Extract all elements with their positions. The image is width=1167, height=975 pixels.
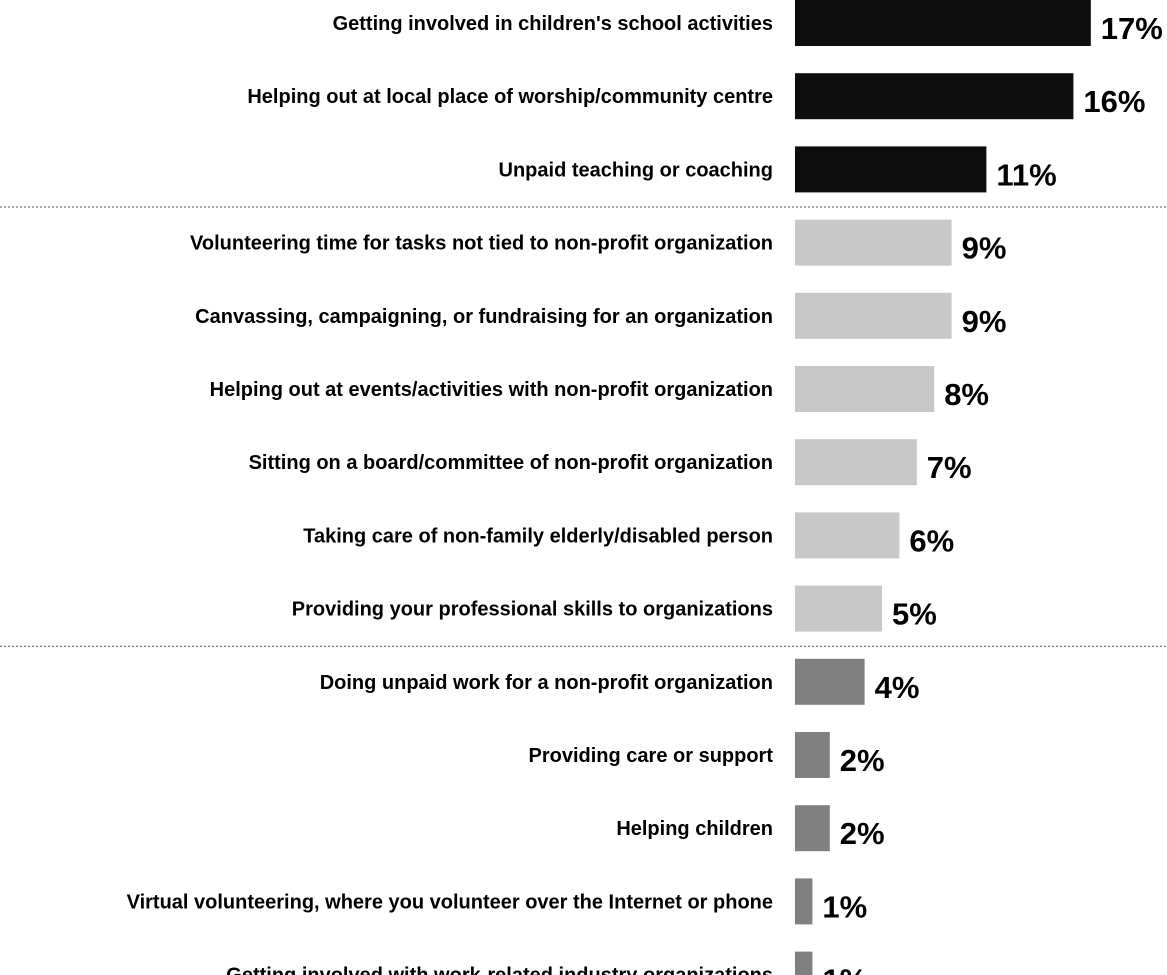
- category-label: Unpaid teaching or coaching: [499, 159, 773, 181]
- category-labels: Getting involved in children's school ac…: [127, 13, 774, 975]
- value-label: 16%: [1083, 84, 1145, 119]
- bar: [795, 292, 952, 339]
- value-label: 7%: [927, 450, 972, 485]
- bar: [795, 146, 987, 193]
- value-label: 6%: [909, 523, 954, 558]
- value-label: 4%: [875, 670, 920, 705]
- value-label: 17%: [1101, 11, 1163, 46]
- category-label: Getting involved in children's school ac…: [333, 13, 773, 35]
- bar: [795, 732, 830, 778]
- category-label: Helping out at events/activities with no…: [210, 379, 773, 401]
- bar: [795, 878, 813, 925]
- category-label: Helping out at local place of worship/co…: [247, 86, 773, 108]
- category-label: Providing your professional skills to or…: [292, 599, 773, 621]
- bar: [795, 219, 952, 266]
- category-label: Providing care or support: [529, 745, 774, 767]
- category-label: Sitting on a board/committee of non-prof…: [249, 452, 773, 474]
- bars: [795, 0, 1091, 975]
- bar: [795, 439, 917, 486]
- bar: [795, 73, 1074, 120]
- category-label: Virtual volunteering, where you voluntee…: [127, 891, 773, 913]
- bar: [795, 585, 882, 632]
- value-label: 11%: [996, 157, 1056, 192]
- bar: [795, 512, 900, 559]
- bar: [795, 658, 865, 705]
- value-label: 2%: [840, 743, 885, 778]
- bar: [795, 805, 830, 852]
- value-label: 9%: [962, 304, 1007, 339]
- category-label: Taking care of non-family elderly/disabl…: [303, 525, 773, 547]
- value-label: 1%: [822, 963, 867, 975]
- value-label: 2%: [840, 816, 885, 851]
- value-label: 9%: [962, 231, 1007, 266]
- category-label: Volunteering time for tasks not tied to …: [190, 233, 773, 255]
- category-label: Getting involved with work-related indus…: [226, 965, 773, 975]
- value-label: 1%: [822, 889, 867, 924]
- category-label: Canvassing, campaigning, or fundraising …: [195, 306, 773, 328]
- value-label: 8%: [944, 377, 989, 412]
- category-label: Doing unpaid work for a non-profit organ…: [320, 672, 773, 694]
- bar: [795, 951, 813, 975]
- value-labels: 17% 16% 11% 9% 9% 8% 7% 6% 5% 4% 2% 2% 1% 1%: [822, 11, 1162, 975]
- group-dividers: [0, 206, 1167, 647]
- category-label: Helping children: [616, 818, 773, 840]
- bar: [795, 0, 1091, 46]
- value-label: 5%: [892, 597, 937, 632]
- bar: [795, 366, 935, 412]
